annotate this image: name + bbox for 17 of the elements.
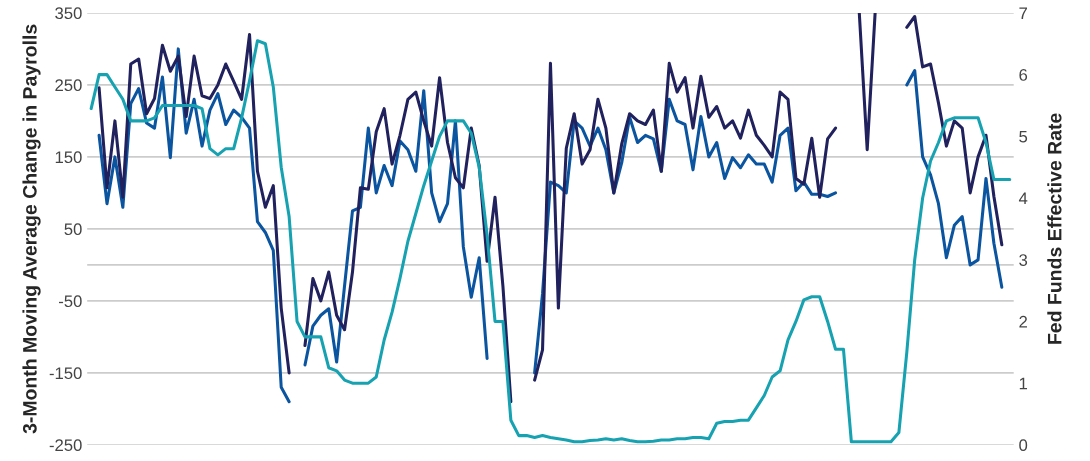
y-axis-title: 3-Month Moving Average Change in Payrolls: [22, 24, 41, 434]
y-tick-label: 250: [55, 79, 82, 92]
y2-tick-label: 5: [1019, 130, 1028, 143]
y-tick-label: -150: [49, 367, 82, 380]
y2-tick-label: 6: [1019, 69, 1028, 81]
y2-tick-label: 7: [1019, 7, 1027, 19]
y2-tick-label: 2: [1019, 315, 1027, 328]
y2-tick-label: 3: [1019, 254, 1028, 266]
y2-tick-label: 4: [1018, 192, 1028, 205]
y2-tick-label: 0: [1019, 439, 1028, 452]
y2-tick-label: 1: [1019, 377, 1028, 390]
y-tick-label: -50: [58, 295, 82, 308]
y-tick-label: 50: [64, 223, 82, 236]
y-tick-label: -250: [49, 439, 82, 452]
y2-axis-title: Fed Funds Effective Rate: [1047, 113, 1062, 344]
y-tick-label: 350: [55, 7, 82, 20]
y-tick-label: 150: [55, 151, 82, 164]
